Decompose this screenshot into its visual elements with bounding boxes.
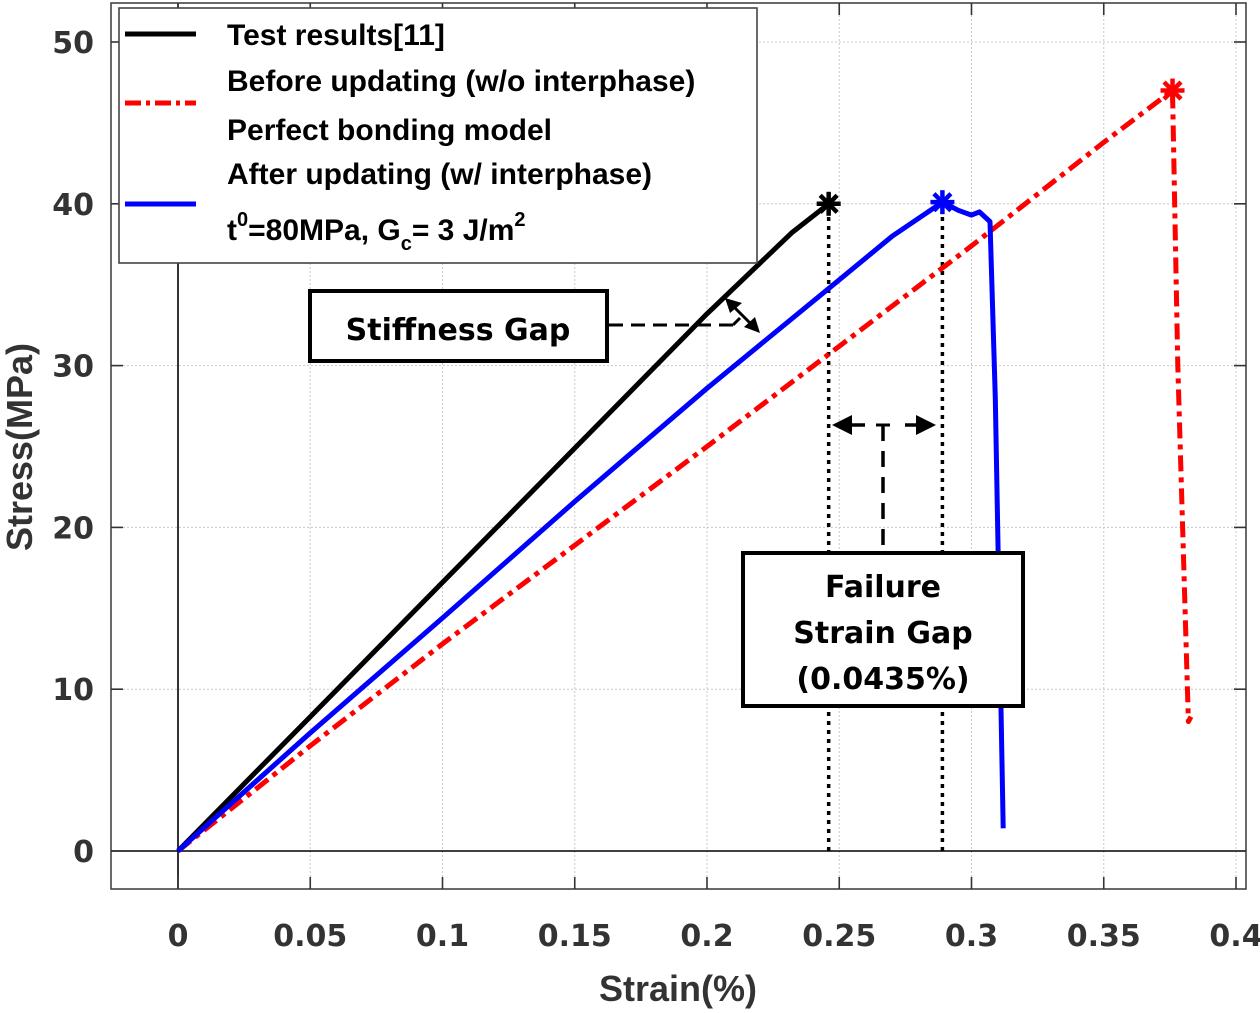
x-tick-label: 0.2 bbox=[680, 919, 733, 954]
series-line-0 bbox=[176, 201, 831, 853]
failure-marker-asterisk-2 bbox=[930, 190, 955, 215]
failure-marker-asterisk-0 bbox=[816, 191, 841, 216]
y-tick-labels: 0 10 20 30 40 50 bbox=[52, 26, 94, 870]
x-tick-label: 0.15 bbox=[538, 919, 612, 954]
param-mid: =80MPa, G bbox=[248, 214, 401, 247]
asterisk-stroke bbox=[932, 192, 953, 213]
x-tick-label: 0.1 bbox=[416, 919, 469, 954]
x-tick-label: 0.35 bbox=[1067, 919, 1141, 954]
x-tick-label: 0.4 bbox=[1209, 919, 1260, 954]
legend-label-after-2: t0=80MPa, Gc= 3 J/m2 bbox=[227, 209, 526, 255]
legend-label-test: Test results[11] bbox=[227, 19, 445, 52]
y-tick-label: 30 bbox=[52, 350, 94, 385]
legend: Test results[11] Before updating (w/o in… bbox=[118, 7, 758, 264]
plot-frame bbox=[110, 2, 1247, 890]
failure-strain-gap-box bbox=[741, 551, 1025, 708]
gap-arrowhead-right bbox=[916, 415, 936, 435]
y-tick-label: 10 bbox=[52, 673, 94, 708]
stiffness-gap-arrowhead-top bbox=[725, 298, 742, 313]
y-tick-label: 50 bbox=[52, 26, 94, 61]
failure-strain-gap-line-2: Strain Gap bbox=[793, 616, 972, 651]
legend-label-after-1: After updating (w/ interphase) bbox=[227, 158, 652, 191]
asterisk-stroke bbox=[818, 193, 839, 214]
y-tick-label: 40 bbox=[52, 188, 94, 223]
stiffness-gap-label: Stiffness Gap bbox=[346, 313, 571, 348]
stiffness-gap-box bbox=[308, 289, 609, 363]
series-line-2 bbox=[176, 199, 1006, 853]
legend-box bbox=[118, 7, 758, 264]
stiffness-gap-arrowhead-bottom bbox=[744, 317, 760, 333]
stiffness-gap-leader-bend bbox=[731, 316, 742, 327]
legend-label-before-2: Perfect bonding model bbox=[227, 114, 552, 147]
failure-strain-gap-line-3: (0.0435%) bbox=[796, 662, 969, 697]
failure-marker-asterisk-1 bbox=[1160, 78, 1185, 103]
param-m-sup: 2 bbox=[514, 209, 525, 231]
y-tick-label: 20 bbox=[52, 511, 94, 546]
stiffness-gap-annotation: Stiffness Gap bbox=[308, 289, 760, 363]
failure-markers bbox=[816, 78, 1185, 216]
param-g-sub: c bbox=[401, 233, 412, 255]
series-line-1 bbox=[176, 88, 1194, 853]
param-t: t bbox=[227, 214, 237, 247]
x-tick-label: 0.05 bbox=[273, 919, 347, 954]
gap-arrowhead-left bbox=[832, 415, 852, 435]
legend-label-before-1: Before updating (w/o interphase) bbox=[227, 65, 695, 98]
y-axis-label: Stress(MPa) bbox=[0, 343, 40, 551]
failure-strain-gap-line-1: Failure bbox=[825, 570, 941, 605]
asterisk-stroke bbox=[1162, 80, 1183, 101]
series-group bbox=[176, 88, 1194, 853]
x-tick-label: 0 bbox=[168, 919, 189, 954]
y-tick-label: 0 bbox=[73, 835, 94, 870]
x-tick-labels: 0 0.05 0.1 0.15 0.2 0.25 0.3 0.35 0.4 bbox=[168, 919, 1260, 954]
param-tail: = 3 J/m bbox=[412, 214, 515, 247]
x-tick-label: 0.25 bbox=[802, 919, 876, 954]
x-axis-label: Strain(%) bbox=[599, 968, 757, 1009]
x-tick-label: 0.3 bbox=[945, 919, 998, 954]
param-t-sup: 0 bbox=[237, 209, 248, 231]
failure-strain-gap-annotation: Failure Strain Gap (0.0435%) bbox=[741, 415, 1025, 708]
